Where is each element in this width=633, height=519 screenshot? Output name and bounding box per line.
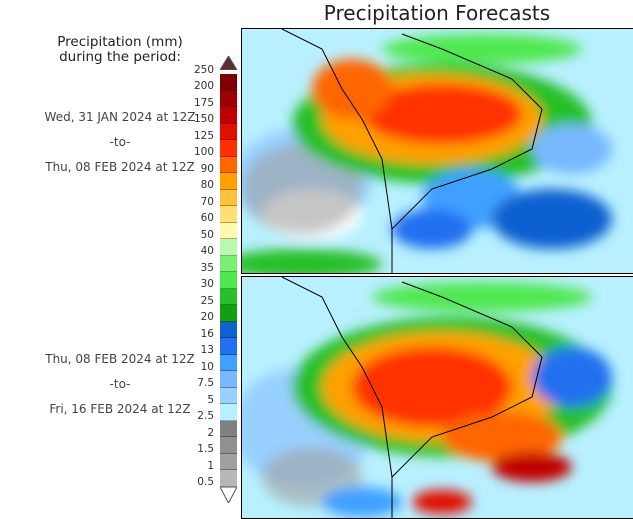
colorbar-label: 40 <box>200 245 214 258</box>
colorbar-label: 125 <box>193 129 214 142</box>
colorbar-block <box>220 206 237 223</box>
period-2: Thu, 08 FEB 2024 at 12Z -to- Fri, 16 FEB… <box>20 347 220 422</box>
colorbar-under-triangle <box>219 486 238 504</box>
colorbar-label: 30 <box>200 278 214 291</box>
colorbar-label: 25 <box>200 294 214 307</box>
period-1-start: Wed, 31 JAN 2024 at 12Z <box>44 110 196 124</box>
period-2-start: Thu, 08 FEB 2024 at 12Z <box>45 352 195 366</box>
colorbar-block <box>220 255 237 272</box>
colorbar-block <box>220 173 237 190</box>
colorbar-label: 80 <box>200 179 214 192</box>
colorbar-label: 100 <box>193 146 214 159</box>
colorbar-block <box>220 321 237 338</box>
colorbar-label: 10 <box>200 360 214 373</box>
colorbar-label: 1.5 <box>197 443 214 456</box>
colorbar-label: 20 <box>200 311 214 324</box>
colorbar-label: 2 <box>207 426 214 439</box>
colorbar-label: 150 <box>193 113 214 126</box>
period-2-sep: -to- <box>109 377 131 391</box>
colorbar-label: 175 <box>193 96 214 109</box>
colorbar-block <box>220 156 237 173</box>
period-1-sep: -to- <box>109 135 131 149</box>
colorbar-label: 1 <box>207 459 214 472</box>
period-2-end: Fri, 16 FEB 2024 at 12Z <box>49 402 191 416</box>
colorbar-label: 2.5 <box>197 410 214 423</box>
colorbar-block <box>220 140 237 157</box>
period-1-end: Thu, 08 FEB 2024 at 12Z <box>45 160 195 174</box>
colorbar-label: 5 <box>207 393 214 406</box>
page-title: Precipitation Forecasts <box>323 1 551 25</box>
colorbar-block <box>220 453 237 470</box>
colorbar-label: 200 <box>193 80 214 93</box>
colorbar-block <box>220 437 237 454</box>
colorbar-label: 50 <box>200 228 214 241</box>
colorbar-block <box>220 123 237 140</box>
colorbar-block <box>220 222 237 239</box>
colorbar-block <box>220 420 237 437</box>
colorbar-label: 70 <box>200 195 214 208</box>
period-1: Wed, 31 JAN 2024 at 12Z -to- Thu, 08 FEB… <box>20 105 220 180</box>
precip-map-period-1 <box>241 28 633 274</box>
colorbar-over-triangle <box>219 55 238 71</box>
colorbar-block <box>220 90 237 107</box>
colorbar-block <box>220 74 237 91</box>
colorbar-block <box>220 371 237 388</box>
colorbar-label: 250 <box>193 64 214 76</box>
legend-title-line1: Precipitation (mm) <box>57 34 183 50</box>
colorbar-label: 13 <box>200 344 214 357</box>
colorbar-block <box>220 404 237 421</box>
colorbar-label: 35 <box>200 261 214 274</box>
colorbar-label: 16 <box>200 327 214 340</box>
colorbar-label: 90 <box>200 162 214 175</box>
legend-title-line2: during the period: <box>59 49 181 65</box>
colorbar-label: 0.5 <box>197 476 214 488</box>
colorbar-block <box>220 189 237 206</box>
colorbar-block <box>220 288 237 305</box>
legend-title: Precipitation (mm) during the period: <box>20 35 220 65</box>
colorbar-block <box>220 354 237 371</box>
colorbar-label: 60 <box>200 212 214 225</box>
colorbar-block <box>220 239 237 256</box>
colorbar-block <box>220 305 237 322</box>
colorbar <box>219 55 238 507</box>
colorbar-block <box>220 470 237 487</box>
precip-map-period-2 <box>241 276 633 519</box>
colorbar-block <box>220 338 237 355</box>
colorbar-label: 7.5 <box>197 377 214 390</box>
colorbar-block <box>220 272 237 289</box>
colorbar-block <box>220 387 237 404</box>
colorbar-block <box>220 107 237 124</box>
